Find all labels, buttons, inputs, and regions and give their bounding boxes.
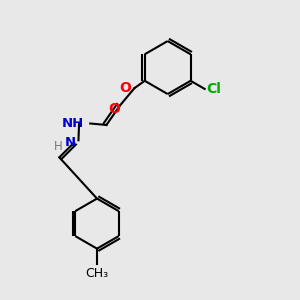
Text: O: O xyxy=(108,102,120,116)
Text: O: O xyxy=(119,81,131,95)
Text: Cl: Cl xyxy=(206,82,221,96)
Text: CH₃: CH₃ xyxy=(85,267,109,280)
Text: H: H xyxy=(53,140,62,153)
Text: NH: NH xyxy=(62,117,84,130)
Text: N: N xyxy=(64,136,76,149)
